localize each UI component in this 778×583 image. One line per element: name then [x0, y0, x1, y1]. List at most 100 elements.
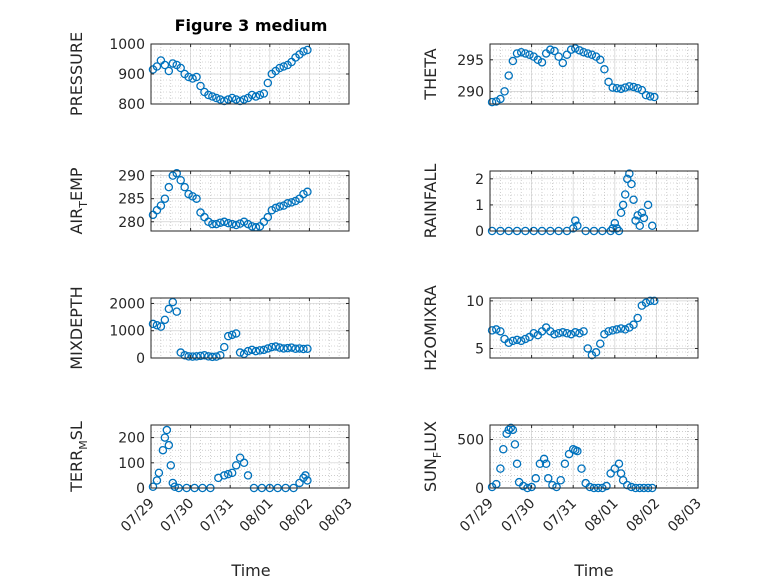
data-point — [602, 481, 611, 491]
data-point — [188, 74, 197, 83]
data-point — [243, 346, 253, 356]
data-point — [548, 480, 557, 490]
data-point — [231, 220, 241, 230]
x-tick-label: 07/31 — [197, 496, 237, 536]
data-point — [299, 344, 308, 354]
data-point — [216, 95, 225, 104]
y-axis-label: TERRMSL — [67, 421, 90, 493]
data-point — [491, 325, 501, 334]
data-point — [164, 304, 174, 314]
data-point — [616, 84, 626, 94]
data-point — [255, 346, 265, 355]
data-point — [208, 352, 217, 362]
y-axis-label: PRESSURE — [67, 32, 86, 116]
data-point — [180, 182, 189, 192]
data-point — [595, 339, 605, 348]
y-axis-label: THETA — [421, 48, 440, 100]
data-point — [543, 474, 553, 483]
subplot-sun_flux: 0 500 07/29 07/30 07/31 08/01 08/02 08/03 SUNFLU… — [421, 421, 705, 535]
data-point — [506, 423, 516, 433]
data-point — [623, 174, 632, 184]
data-point — [223, 218, 233, 228]
data-point — [487, 326, 497, 335]
data-point — [192, 72, 201, 82]
data-point — [154, 468, 164, 478]
data-point — [223, 95, 233, 104]
data-point — [508, 56, 518, 66]
data-point — [618, 200, 628, 210]
subplot-air_temp: 280 285 290 AIRTEMP — [67, 167, 350, 235]
y-axis-label: SUNFLUX — [421, 421, 444, 492]
data-point — [160, 60, 170, 70]
data-point — [612, 83, 622, 93]
y-tick-label: 285 — [118, 192, 145, 208]
data-point — [496, 327, 505, 336]
data-point — [156, 201, 166, 210]
y-tick-label: 100 — [118, 456, 145, 472]
data-point — [295, 344, 304, 353]
data-point — [633, 83, 642, 93]
data-point — [627, 482, 636, 492]
data-point — [301, 471, 310, 480]
data-point — [579, 47, 588, 57]
data-point — [231, 95, 241, 104]
data-point — [562, 328, 572, 338]
data-point — [616, 324, 626, 333]
data-point — [496, 464, 505, 473]
x-tick-label: 08/02 — [623, 496, 663, 536]
data-point — [235, 219, 245, 228]
data-point — [263, 344, 273, 353]
axes-box — [150, 297, 350, 359]
data-point — [162, 425, 172, 435]
x-tick-label: 07/29 — [118, 496, 158, 536]
y-tick-label: 900 — [118, 67, 145, 83]
data-point — [243, 471, 253, 480]
data-point — [600, 65, 609, 74]
y-tick-label: 500 — [457, 433, 484, 449]
y-tick-label: 0 — [136, 351, 145, 367]
data-point — [216, 218, 225, 227]
y-axis-label-main: AIR — [67, 208, 86, 235]
data-point — [641, 298, 651, 308]
data-point — [208, 219, 217, 229]
x-tick-label: 08/01 — [582, 496, 622, 536]
data-point — [583, 49, 593, 58]
data-point — [612, 325, 622, 334]
y-tick-label: 280 — [118, 215, 145, 231]
data-point — [160, 315, 170, 325]
xlabel-left: Time — [230, 561, 270, 580]
data-point — [546, 45, 555, 54]
xlabel-right: Time — [573, 561, 613, 580]
data-point — [552, 482, 561, 492]
y-axis-label-subscript: F — [431, 452, 444, 458]
data-point — [247, 345, 257, 355]
data-point — [612, 224, 622, 233]
y-tick-label: 2 — [475, 172, 484, 188]
data-point — [231, 461, 241, 470]
data-point — [176, 175, 185, 185]
data-point — [573, 446, 582, 456]
data-point — [627, 179, 636, 189]
subplot-pressure: 800 900 1000 PRESSURE — [67, 32, 350, 116]
data-point — [204, 352, 213, 361]
data-point — [231, 329, 241, 338]
data-point — [575, 328, 584, 338]
data-point — [579, 327, 588, 336]
data-point — [541, 459, 551, 469]
data-point — [519, 481, 528, 491]
data-point — [608, 83, 617, 92]
data-point — [562, 50, 572, 59]
data-point — [255, 90, 265, 100]
data-point — [625, 82, 634, 91]
data-point — [566, 45, 576, 54]
data-point — [275, 343, 284, 352]
data-point — [568, 224, 578, 233]
data-point — [204, 90, 213, 100]
data-point — [591, 348, 601, 357]
data-point — [180, 351, 189, 360]
data-point — [512, 459, 522, 469]
y-tick-label: 800 — [118, 97, 145, 113]
data-point — [539, 454, 549, 464]
data-point — [496, 94, 505, 104]
